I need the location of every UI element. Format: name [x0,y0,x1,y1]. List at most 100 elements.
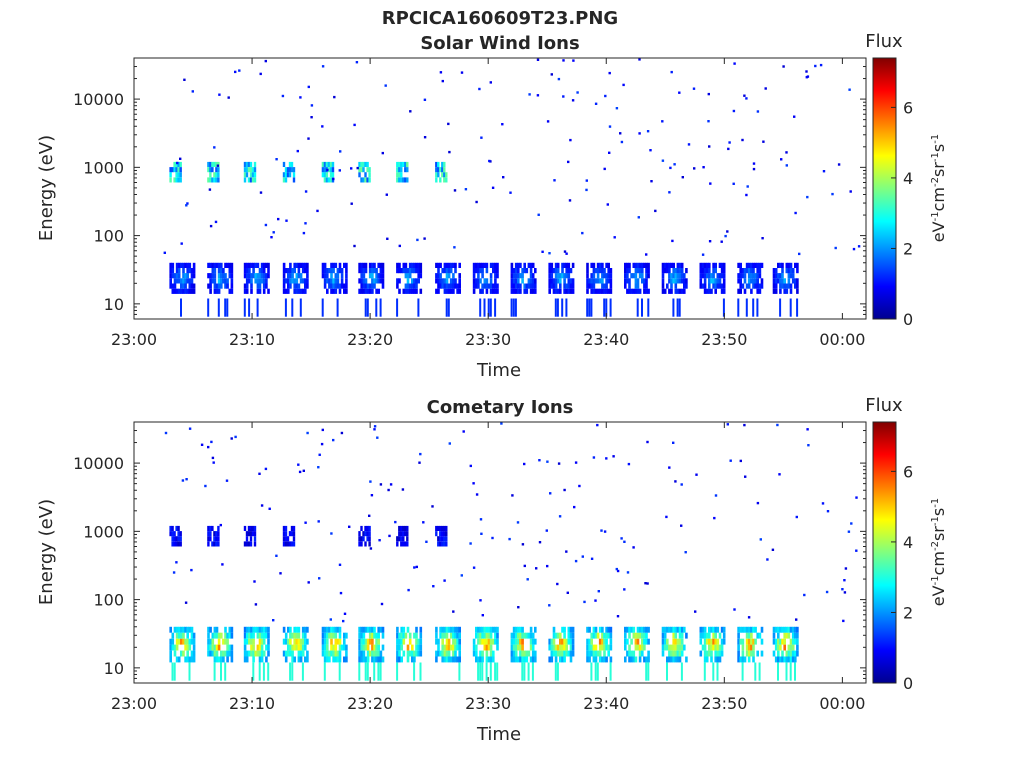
flux-cell [548,273,551,279]
flux-cell [607,626,610,633]
flux-cell [343,632,346,639]
flux-cell [702,166,705,169]
flux-cell [789,662,792,681]
flux-cell [670,626,673,633]
flux-cell [345,278,348,284]
flux-cell [475,626,478,633]
flux-cell [323,273,327,279]
flux-cell [638,132,641,135]
flux-cell [772,268,776,274]
flux-cell [443,626,447,633]
flux-cell [211,456,215,460]
flux-cell [685,283,688,289]
flux-cell [842,619,845,623]
flux-cell [441,656,444,663]
flux-cell [169,626,172,633]
flux-cell [772,626,776,633]
flux-cell [626,278,629,284]
flux-cell [323,656,327,663]
flux-cell [230,288,234,294]
flux-cell [511,494,514,497]
flux-cell [718,278,722,284]
flux-cell [620,140,624,144]
flux-cell [546,564,549,568]
flux-cell [569,268,573,274]
flux-cell [169,278,172,284]
flux-cell [209,161,212,167]
flux-cell [396,283,399,289]
flux-cell [814,64,817,68]
flux-cell [400,656,403,663]
flux-cell [741,638,745,645]
flux-cell [323,662,326,681]
flux-cell [301,650,305,657]
flux-cell [417,273,420,279]
flux-cell [171,268,175,274]
flux-cell [340,268,344,274]
flux-cell [291,656,294,663]
flux-cell [441,268,444,274]
flux-cell [254,603,258,606]
flux-cell [171,632,175,639]
flux-cell [230,626,234,633]
flux-cell [304,268,307,274]
flux-cell [366,525,369,531]
flux-cell [282,531,286,537]
flux-cell [674,268,678,274]
flux-cell [569,288,573,294]
flux-cell [479,262,482,268]
flux-cell [371,626,374,633]
flux-cell [710,638,713,645]
flux-cell [173,288,177,294]
flux-cell [737,262,740,268]
flux-cell [184,656,187,663]
flux-cell [756,278,759,284]
flux-cell [182,283,185,289]
flux-cell [299,656,303,663]
flux-cell [525,650,529,657]
flux-cell [209,626,212,633]
x-axis-label: Time [476,360,521,381]
flux-cell [437,278,440,284]
x-tick-label: 23:50 [701,694,747,713]
flux-cell [406,531,409,537]
flux-cell [226,262,229,268]
flux-cell [288,161,292,167]
flux-cell [177,167,180,173]
flux-cell [406,541,409,547]
flux-cell [445,172,448,178]
flux-cell [179,541,182,547]
flux-cell [747,273,751,279]
flux-cell [288,167,292,173]
flux-cell [209,172,212,178]
flux-cell [301,632,305,639]
flux-cell [215,650,219,657]
flux-cell [703,273,707,279]
flux-cell [483,626,487,633]
flux-cell [227,96,230,99]
flux-cell [252,650,255,657]
flux-cell [224,283,227,289]
flux-cell [649,149,652,152]
flux-cell [282,273,286,279]
flux-cell [330,283,333,289]
flux-cell [634,262,638,268]
flux-cell [211,167,214,173]
flux-cell [565,644,568,651]
flux-cell [282,541,286,547]
spectrogram-cells [164,422,858,681]
flux-cell [590,632,593,639]
flux-cell [674,278,678,284]
flux-cell [745,193,748,197]
flux-cell [647,656,650,663]
flux-cell [607,262,610,268]
flux-cell [368,273,372,279]
flux-cell [848,88,851,91]
flux-cell [529,638,533,645]
flux-cell [489,288,493,294]
flux-cell [217,278,221,284]
flux-cell [523,288,526,294]
flux-cell [794,638,797,645]
flux-cell [609,626,613,633]
flux-cell [247,167,251,173]
